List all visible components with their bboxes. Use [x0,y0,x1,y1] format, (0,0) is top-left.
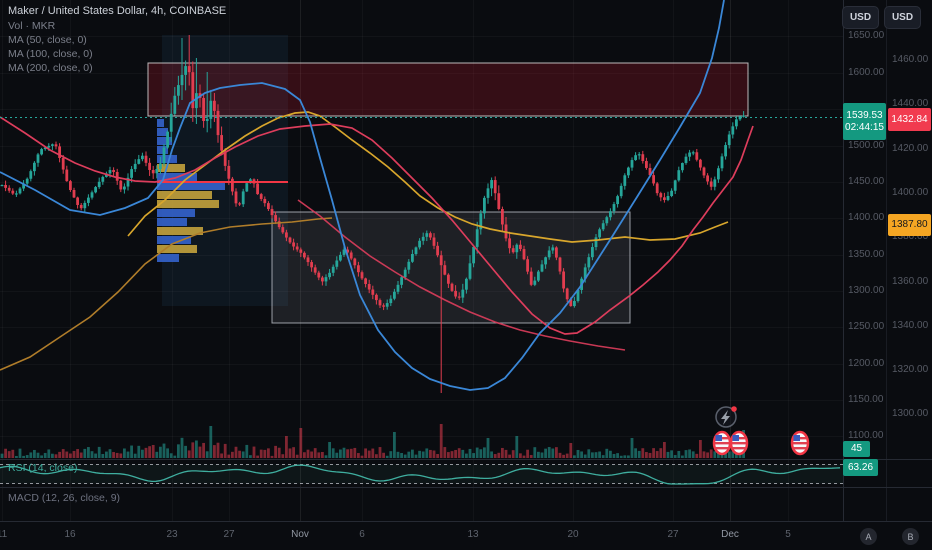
rsi-line [0,464,841,485]
price-tick-left: 1350.00 [848,249,885,260]
time-tick: 27 [223,529,235,540]
price-tick-left: 1150.00 [848,394,884,405]
time-tick: 13 [467,529,479,540]
time-tick: 20 [567,529,579,540]
price-tick-left: 1600.00 [848,67,885,78]
time-tick: 27 [667,529,679,540]
time-tick: 5 [785,529,791,540]
ma50-line [0,0,725,391]
axis-marker-a-button[interactable]: A [860,528,877,545]
right-scale-currency-button[interactable]: USD [884,6,921,29]
price-axis-border [843,0,844,521]
price-tick-right: 1400.00 [892,187,929,198]
left-scale-currency-button[interactable]: USD [842,6,879,29]
price-tick-left: 1500.00 [848,140,885,151]
event-markers [712,406,810,456]
plot-area [0,0,843,521]
price-tick-right: 1460.00 [892,54,929,65]
legend-ma200[interactable]: MA (200, close, 0) [8,62,93,74]
alert-badge-dot [731,406,737,412]
ma200-line [0,116,754,335]
pane-separator-main-rsi[interactable] [0,459,932,460]
legend-volume[interactable]: Vol · MKR [8,20,56,32]
axis-marker-b-button[interactable]: B [902,528,919,545]
legend-ma100[interactable]: MA (100, close, 0) [8,48,93,60]
time-tick: 6 [359,529,365,540]
price-tick-right: 1320.00 [892,364,929,375]
last-price-label: 1539.53 02:44:15 [843,103,886,140]
ma100-line [127,111,729,243]
macd-pane-label[interactable]: MACD (12, 26, close, 9) [8,492,121,504]
volume-histogram [0,424,745,458]
compare-price-label: 1432.84 [888,108,931,131]
time-tick: Nov [291,529,309,540]
economic-event-flag-icon[interactable] [790,430,810,456]
supply-zone-box [147,62,749,117]
volume-value-label: 45 [843,441,870,457]
price-tick-left: 1650.00 [848,30,885,41]
ma-line-pink-secondary [297,199,626,351]
price-tick-left: 1100.00 [848,430,884,441]
second-price-axis-border [886,0,887,521]
time-tick: 11 [0,529,8,540]
price-tick-left: 1400.00 [848,212,885,223]
ma-line-orange-dim [0,217,333,371]
price-tick-right: 1440.00 [892,98,929,109]
rsi-pane [0,464,843,485]
price-tick-left: 1300.00 [848,285,885,296]
price-tick-left: 1250.00 [848,321,885,332]
ma100-value-label: 1387.80 [888,214,931,236]
pane-separator-rsi-macd[interactable] [0,487,932,488]
time-axis-border [0,521,932,522]
candles [0,35,745,393]
countdown-timer: 02:44:15 [845,121,884,133]
price-tick-right: 1300.00 [892,408,929,419]
price-tick-right: 1420.00 [892,143,929,154]
symbol-title[interactable]: Maker / United States Dollar, 4h, COINBA… [8,5,227,17]
time-tick: Dec [721,529,739,540]
price-tick-right: 1340.00 [892,320,929,331]
time-tick: 23 [166,529,178,540]
price-tick-left: 1200.00 [848,358,885,369]
range-box [271,211,631,324]
volume-profile [157,119,225,262]
legend-ma50[interactable]: MA (50, close, 0) [8,34,87,46]
price-tick-right: 1360.00 [892,276,929,287]
price-tick-right: 1380.00 [892,231,929,242]
economic-event-flag-icon[interactable] [729,430,749,456]
economic-event-flag-icon[interactable] [712,430,732,456]
rsi-pane-label[interactable]: RSI (14, close) [8,462,78,474]
time-tick: 16 [64,529,76,540]
price-tick-left: 1450.00 [848,176,885,187]
rsi-value-label: 63.26 [843,459,878,476]
